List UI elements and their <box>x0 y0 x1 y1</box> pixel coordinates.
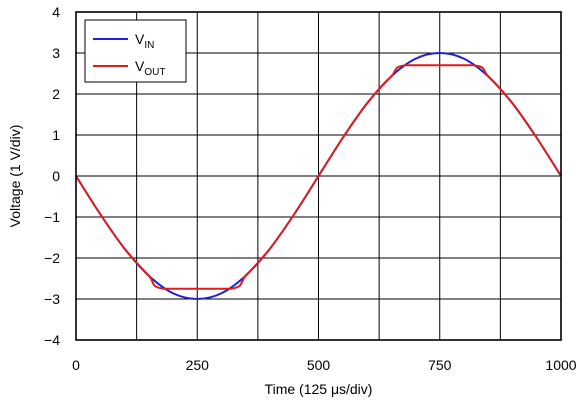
y-tick-label: 1 <box>52 127 60 143</box>
x-tick-label: 1000 <box>545 357 576 373</box>
x-axis-title: Time (125 μs/div) <box>265 381 373 397</box>
grid <box>76 12 561 340</box>
x-tick-label: 500 <box>307 357 331 373</box>
plot-frame <box>75 11 562 341</box>
y-tick-label: 3 <box>52 45 60 61</box>
y-tick-label: 2 <box>52 86 60 102</box>
legend: VIN VOUT <box>84 19 187 83</box>
x-tick-label: 0 <box>72 357 80 373</box>
series-layer <box>75 52 562 300</box>
legend-box <box>84 19 187 83</box>
x-tick-label: 250 <box>186 357 210 373</box>
x-tick-label: 750 <box>428 357 452 373</box>
y-axis-title: Voltage (1 V/div) <box>7 125 23 228</box>
y-tick-label: 4 <box>52 4 60 20</box>
y-tick-label: −4 <box>44 332 60 348</box>
legend-label-vout: VOUT <box>135 58 165 78</box>
series-vout-line <box>75 64 562 290</box>
y-tick-label: −1 <box>44 209 60 225</box>
tick-labels: 0 250 500 750 1000 −4 −3 −2 −1 0 1 2 3 4 <box>44 4 577 373</box>
y-tick-label: −2 <box>44 250 60 266</box>
y-tick-label: −3 <box>44 291 60 307</box>
y-tick-label: 0 <box>52 168 60 184</box>
legend-label-vin: VIN <box>135 31 154 51</box>
